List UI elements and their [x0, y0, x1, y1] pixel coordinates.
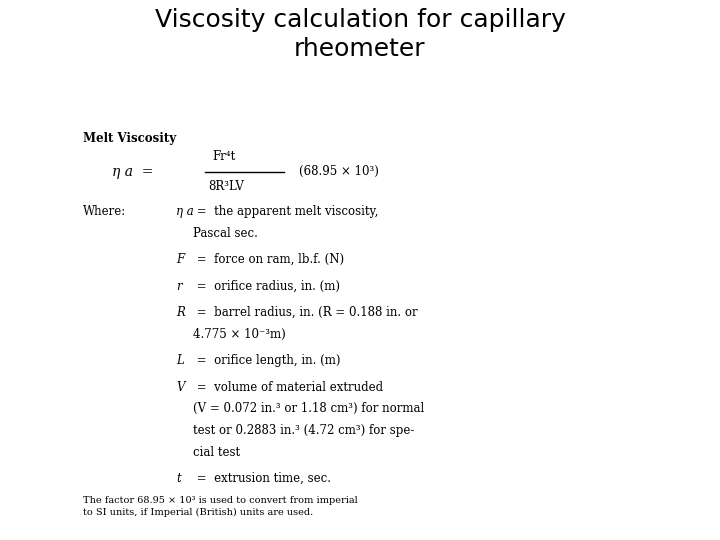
Text: 8R³LV: 8R³LV: [208, 180, 244, 193]
Text: cial test: cial test: [193, 446, 240, 458]
Text: =  force on ram, lb.f. (N): = force on ram, lb.f. (N): [193, 253, 344, 266]
Text: Fr⁴t: Fr⁴t: [212, 150, 235, 163]
Text: =  orifice length, in. (m): = orifice length, in. (m): [193, 354, 341, 367]
Text: =  the apparent melt viscosity,: = the apparent melt viscosity,: [193, 205, 378, 218]
Text: r: r: [176, 280, 182, 293]
Text: =  orifice radius, in. (m): = orifice radius, in. (m): [193, 280, 340, 293]
Text: (68.95 × 10³): (68.95 × 10³): [299, 165, 379, 178]
Text: η a: η a: [176, 205, 194, 218]
Text: 4.775 × 10⁻³m): 4.775 × 10⁻³m): [193, 328, 286, 341]
Text: =  volume of material extruded: = volume of material extruded: [193, 381, 383, 394]
Text: Pascal sec.: Pascal sec.: [193, 227, 258, 240]
Text: F: F: [176, 253, 184, 266]
Text: V: V: [176, 381, 185, 394]
Text: η a  =: η a =: [112, 165, 153, 179]
Text: Melt Viscosity: Melt Viscosity: [83, 132, 176, 145]
Text: R: R: [176, 306, 185, 319]
Text: =  extrusion time, sec.: = extrusion time, sec.: [193, 472, 331, 485]
Text: Viscosity calculation for capillary
rheometer: Viscosity calculation for capillary rheo…: [155, 8, 565, 61]
Text: test or 0.2883 in.³ (4.72 cm³) for spe-: test or 0.2883 in.³ (4.72 cm³) for spe-: [193, 424, 414, 437]
Text: t: t: [176, 472, 181, 485]
Text: L: L: [176, 354, 184, 367]
Text: (V = 0.072 in.³ or 1.18 cm³) for normal: (V = 0.072 in.³ or 1.18 cm³) for normal: [193, 402, 424, 415]
Text: The factor 68.95 × 10³ is used to convert from imperial
to SI units, if Imperial: The factor 68.95 × 10³ is used to conver…: [83, 496, 358, 517]
Text: =  barrel radius, in. (R = 0.188 in. or: = barrel radius, in. (R = 0.188 in. or: [193, 306, 418, 319]
Text: Where:: Where:: [83, 205, 126, 218]
